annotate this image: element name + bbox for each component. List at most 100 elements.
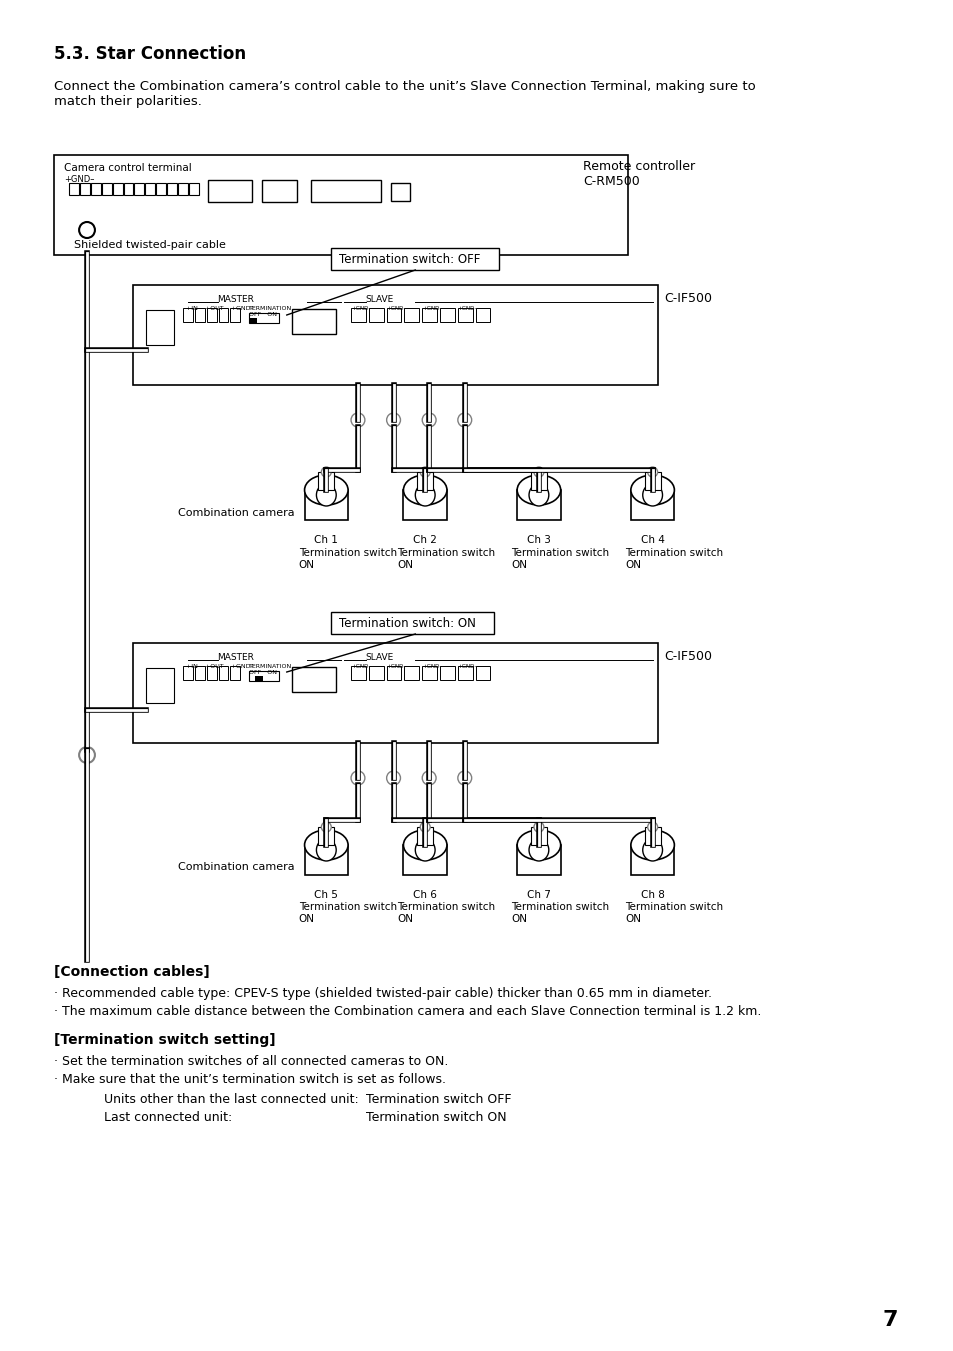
Text: Combination camera: Combination camera (178, 508, 294, 517)
Ellipse shape (316, 484, 335, 507)
Ellipse shape (529, 484, 548, 507)
Text: +GND–: +GND– (422, 305, 442, 311)
Text: Ch 3: Ch 3 (526, 535, 550, 544)
Bar (351, 308, 366, 322)
Circle shape (79, 747, 95, 763)
Text: · Set the termination switches of all connected cameras to ON.: · Set the termination switches of all co… (54, 1055, 448, 1069)
Text: · Recommended cable type: CPEV-S type (shielded twisted-pair cable) thicker than: · Recommended cable type: CPEV-S type (s… (54, 988, 712, 1000)
Bar (644, 471, 659, 490)
Text: Termination switch
ON: Termination switch ON (624, 902, 722, 924)
Bar (439, 308, 455, 322)
Bar (318, 471, 334, 490)
Text: Termination switch
ON: Termination switch ON (298, 549, 396, 570)
Text: C-IF500: C-IF500 (664, 650, 712, 663)
Bar (369, 666, 383, 680)
Circle shape (386, 413, 400, 427)
Circle shape (422, 771, 436, 785)
Circle shape (457, 771, 471, 785)
Bar (416, 827, 433, 844)
Circle shape (321, 467, 331, 477)
Bar (386, 308, 401, 322)
Text: Remote controller
C-RM500: Remote controller C-RM500 (583, 159, 695, 188)
Bar (178, 182, 188, 195)
Bar (207, 666, 216, 680)
Text: MASTER: MASTER (217, 295, 254, 304)
Bar (231, 666, 240, 680)
Bar (183, 666, 193, 680)
Bar (194, 666, 205, 680)
Text: +GND–: +GND– (64, 176, 94, 184)
Ellipse shape (415, 484, 435, 507)
Text: SLAVE: SLAVE (366, 295, 394, 304)
Text: Shielded twisted-pair cable: Shielded twisted-pair cable (74, 240, 226, 250)
Text: Ch 8: Ch 8 (640, 890, 664, 900)
Text: MASTER: MASTER (217, 653, 254, 662)
Bar (292, 667, 335, 692)
Bar (91, 182, 101, 195)
Circle shape (351, 771, 364, 785)
Circle shape (351, 413, 364, 427)
Ellipse shape (316, 839, 335, 861)
Bar (630, 490, 674, 520)
Text: Ch 1: Ch 1 (314, 535, 338, 544)
Bar (369, 308, 383, 322)
Text: Ch 4: Ch 4 (640, 535, 664, 544)
Bar (134, 182, 144, 195)
Text: +GND–: +GND– (351, 663, 371, 669)
Bar (262, 180, 296, 203)
Ellipse shape (630, 476, 674, 505)
Circle shape (79, 222, 95, 238)
Bar (403, 844, 447, 875)
Bar (80, 182, 90, 195)
Text: · Make sure that the unit’s termination switch is set as follows.: · Make sure that the unit’s termination … (54, 1073, 446, 1086)
Text: Termination switch ON: Termination switch ON (366, 1111, 506, 1124)
Bar (146, 667, 173, 703)
Text: Termination switch
ON: Termination switch ON (397, 549, 496, 570)
Circle shape (321, 821, 331, 832)
Bar (183, 308, 193, 322)
Text: Ch 7: Ch 7 (526, 890, 550, 900)
Text: Termination switch OFF: Termination switch OFF (366, 1093, 511, 1106)
Bar (416, 471, 433, 490)
Ellipse shape (403, 476, 447, 505)
Bar (644, 827, 659, 844)
Bar (517, 844, 560, 875)
Text: Ch 6: Ch 6 (413, 890, 436, 900)
Circle shape (534, 467, 543, 477)
Text: +GND–: +GND– (386, 663, 406, 669)
Ellipse shape (529, 839, 548, 861)
Bar (167, 182, 177, 195)
Ellipse shape (517, 476, 560, 505)
Bar (249, 671, 278, 681)
Text: +GND–: +GND– (457, 305, 477, 311)
Bar (218, 308, 228, 322)
Ellipse shape (642, 484, 661, 507)
Ellipse shape (630, 830, 674, 861)
Bar (439, 666, 455, 680)
Bar (331, 249, 498, 270)
Text: Termination switch
ON: Termination switch ON (624, 549, 722, 570)
Circle shape (647, 467, 657, 477)
Bar (422, 666, 436, 680)
Text: Termination switch: ON: Termination switch: ON (339, 617, 476, 630)
Bar (331, 612, 494, 634)
Bar (254, 676, 263, 681)
Text: [Termination switch setting]: [Termination switch setting] (54, 1034, 275, 1047)
Bar (102, 182, 112, 195)
Text: +GND–: +GND– (422, 663, 442, 669)
Text: 5.3. Star Connection: 5.3. Star Connection (54, 45, 246, 63)
Ellipse shape (304, 476, 348, 505)
Bar (304, 844, 348, 875)
Text: +GND–: +GND– (351, 305, 371, 311)
Bar (54, 155, 627, 255)
Bar (189, 182, 198, 195)
Circle shape (534, 821, 543, 832)
Bar (145, 182, 155, 195)
Bar (318, 827, 334, 844)
Bar (517, 490, 560, 520)
Text: Connect the Combination camera’s control cable to the unit’s Slave Connection Te: Connect the Combination camera’s control… (54, 80, 756, 108)
Bar (531, 471, 546, 490)
Circle shape (420, 467, 430, 477)
Bar (457, 308, 472, 322)
Circle shape (420, 821, 430, 832)
